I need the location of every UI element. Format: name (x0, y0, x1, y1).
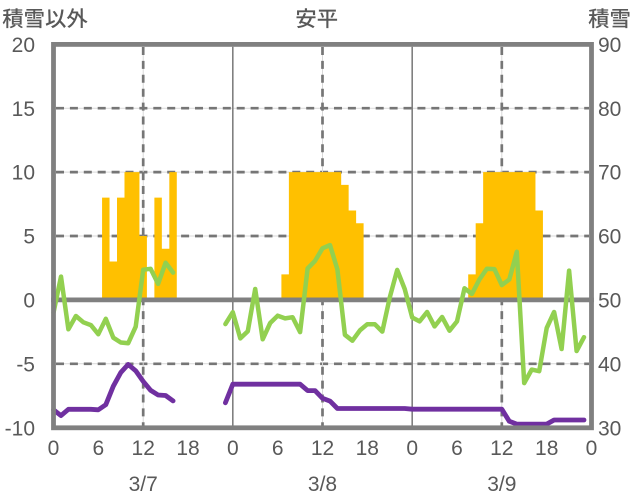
svg-text:6: 6 (92, 437, 104, 460)
svg-text:3/8: 3/8 (308, 473, 337, 496)
svg-text:18: 18 (356, 437, 379, 460)
svg-text:-10: -10 (5, 417, 35, 440)
svg-text:5: 5 (23, 226, 35, 249)
svg-text:0: 0 (227, 437, 239, 460)
svg-text:18: 18 (176, 437, 199, 460)
svg-text:-5: -5 (16, 353, 35, 376)
svg-text:20: 20 (12, 34, 35, 57)
svg-text:0: 0 (586, 437, 598, 460)
svg-text:70: 70 (598, 162, 621, 185)
svg-text:12: 12 (311, 437, 334, 460)
svg-text:60: 60 (598, 226, 621, 249)
svg-text:90: 90 (598, 34, 621, 57)
svg-text:6: 6 (451, 437, 463, 460)
svg-text:12: 12 (132, 437, 155, 460)
svg-text:0: 0 (23, 290, 35, 313)
svg-text:6: 6 (272, 437, 284, 460)
svg-text:3/9: 3/9 (487, 473, 516, 496)
svg-text:18: 18 (535, 437, 558, 460)
svg-text:80: 80 (598, 98, 621, 121)
svg-text:12: 12 (490, 437, 513, 460)
svg-text:0: 0 (406, 437, 418, 460)
svg-text:3/7: 3/7 (129, 473, 158, 496)
svg-text:30: 30 (598, 417, 621, 440)
svg-text:40: 40 (598, 353, 621, 376)
svg-text:10: 10 (12, 162, 35, 185)
svg-text:50: 50 (598, 290, 621, 313)
svg-text:15: 15 (12, 98, 35, 121)
svg-text:0: 0 (48, 437, 60, 460)
